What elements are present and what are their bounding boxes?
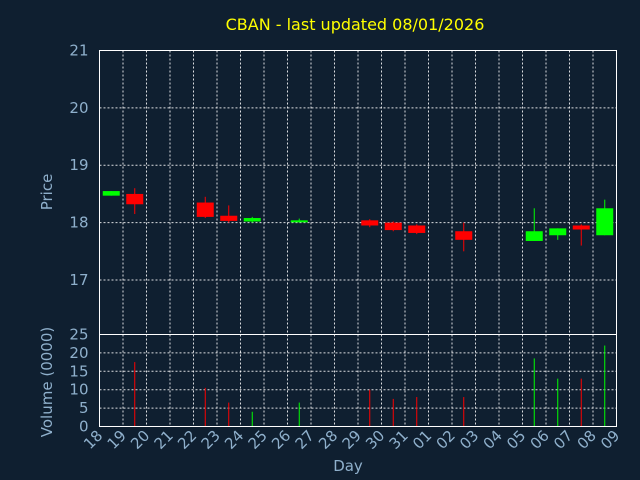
candle-body [549,228,567,236]
price-tick-labels: 17 18 19 20 21 [69,42,88,289]
volume-bars [134,345,606,427]
candlestick [126,188,144,215]
volume-plot-frame [99,334,617,427]
volume-tick-label: 20 [69,344,88,362]
candlestick [361,219,379,228]
candle-body [596,208,614,236]
volume-tick-label: 25 [69,326,88,344]
candle-body [290,220,308,223]
candle-body [243,218,261,222]
volume-tick-label: 5 [79,399,89,417]
candle-body [196,202,214,217]
candle-body [455,231,473,240]
candlestick [549,228,567,240]
chart-title: CBAN - last updated 08/01/2026 [226,15,485,34]
candle-body [525,231,543,241]
price-gridlines [99,50,617,335]
candlestick [102,191,120,196]
candle-body [220,215,238,221]
candle-body [408,225,426,233]
volume-tick-label: 10 [69,381,88,399]
price-tick-label: 21 [69,42,88,60]
candlestick [525,208,543,241]
price-axis-label: Price [38,174,56,211]
volume-axis-label: Volume (0000) [38,327,56,437]
candlestick [596,199,614,236]
candlestick [384,221,402,232]
candlesticks [102,188,614,252]
candlestick [455,222,473,252]
volume-tick-label: 15 [69,362,88,380]
candle-body [102,191,120,196]
candle-body [126,193,144,205]
candlestick [408,224,426,235]
candle-body [361,220,379,226]
price-tick-label: 17 [69,271,88,289]
price-tick-label: 20 [69,99,88,117]
x-tick-labels: 1819202122232425262728293031010203040506… [80,427,623,453]
price-tick-label: 18 [69,214,88,232]
candlestick [243,216,261,223]
candle-body [384,222,402,231]
price-tick-label: 19 [69,156,88,174]
candlestick [572,224,590,246]
volume-tick-label: 0 [79,418,89,436]
candle-body [572,225,590,230]
candlestick [220,205,238,223]
candlestick [196,196,214,219]
candlestick [290,218,308,223]
x-axis-label: Day [333,457,363,475]
